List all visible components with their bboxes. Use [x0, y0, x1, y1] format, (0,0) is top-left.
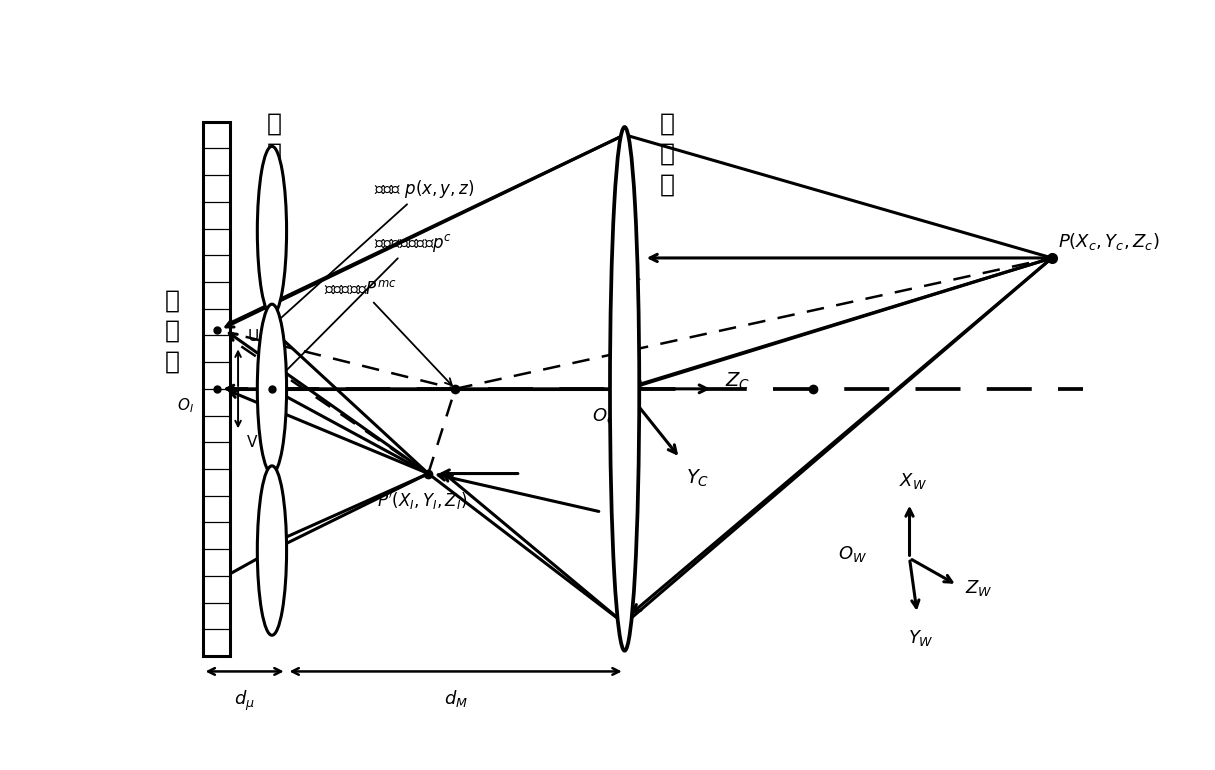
Text: $X_W$: $X_W$ [899, 471, 927, 491]
Ellipse shape [258, 146, 287, 316]
Text: $Z_W$: $Z_W$ [965, 578, 993, 598]
Text: $Y_C$: $Y_C$ [686, 467, 710, 489]
Text: $P(X_c,Y_c,Z_c)$: $P(X_c,Y_c,Z_c)$ [1058, 231, 1160, 252]
Text: $d_M$: $d_M$ [443, 688, 468, 709]
Ellipse shape [258, 466, 287, 635]
Text: $O_W$: $O_W$ [838, 544, 868, 564]
Text: $d_{\mu}$: $d_{\mu}$ [234, 688, 255, 712]
Text: 微透镜投影中心$p^c$: 微透镜投影中心$p^c$ [271, 232, 452, 386]
Text: V: V [248, 435, 258, 450]
Text: $Y_W$: $Y_W$ [908, 628, 934, 648]
Text: 微透镜中心$P^{mc}$: 微透镜中心$P^{mc}$ [324, 280, 452, 385]
Text: U: U [248, 330, 259, 344]
Text: $X_C$: $X_C$ [616, 270, 642, 291]
Text: 传
感
器: 传 感 器 [164, 289, 180, 373]
Text: 微
透
镜: 微 透 镜 [267, 112, 282, 196]
Text: $P'(X_I,Y_I,Z_I)$: $P'(X_I,Y_I,Z_I)$ [377, 490, 468, 513]
Text: $Z_C$: $Z_C$ [724, 370, 750, 392]
Bar [203, 122, 231, 656]
Text: $O_I$: $O_I$ [176, 397, 193, 415]
Ellipse shape [610, 127, 639, 651]
Text: 投影点 $p(x,y,z)$: 投影点 $p(x,y,z)$ [272, 178, 475, 326]
Text: $O_C$: $O_C$ [592, 406, 617, 426]
Ellipse shape [258, 304, 287, 474]
Text: 主
透
镜: 主 透 镜 [660, 112, 674, 196]
